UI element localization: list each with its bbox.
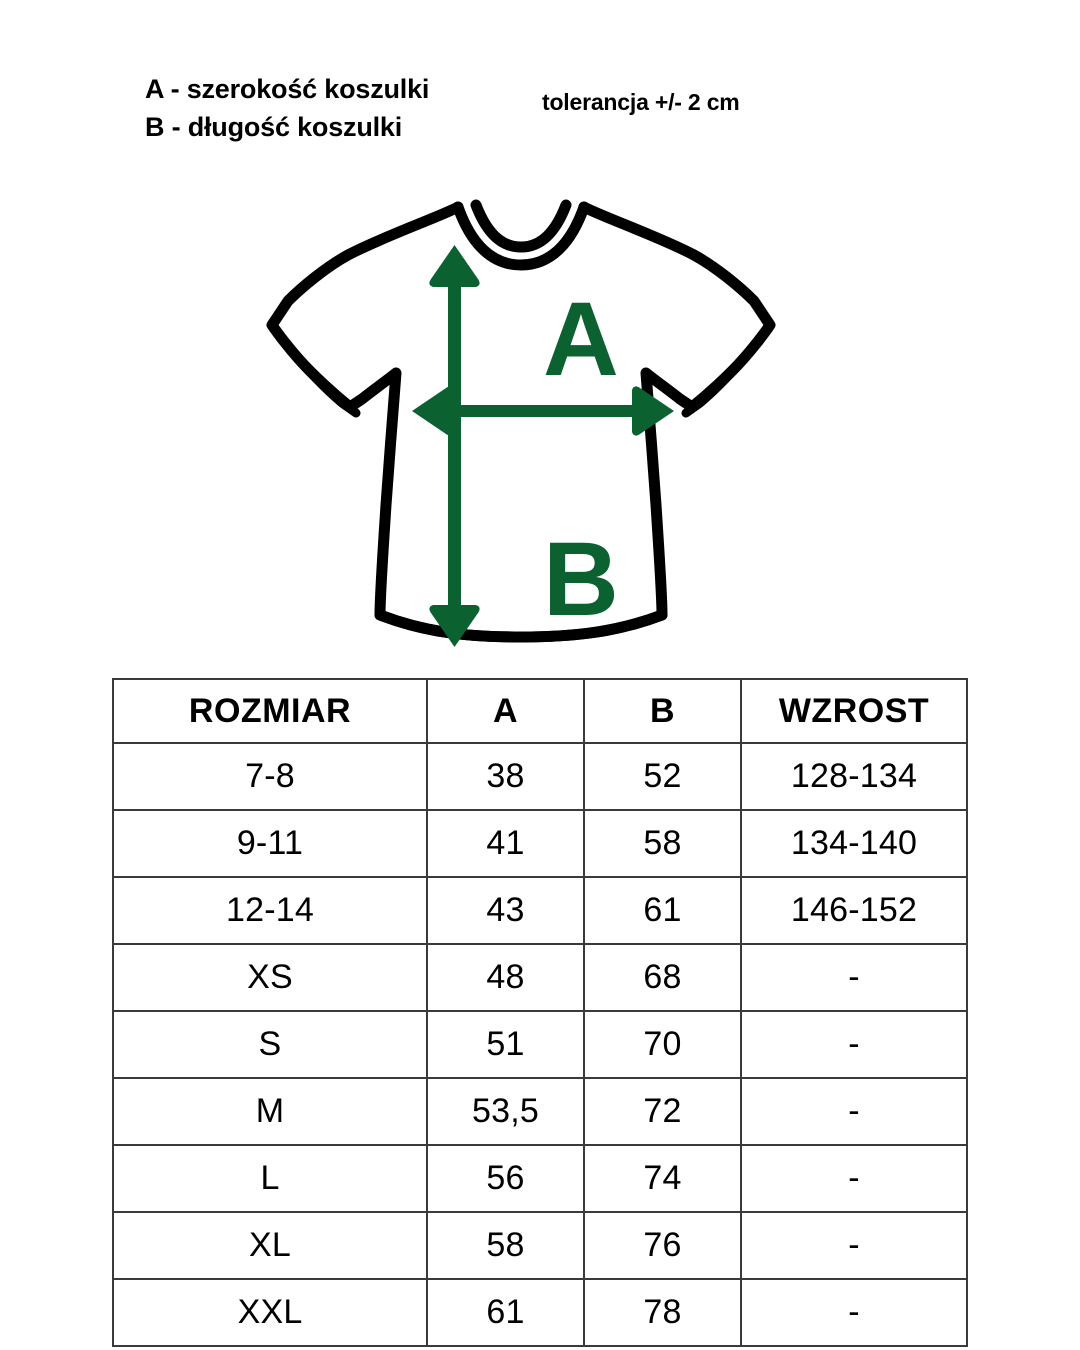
column-header-a: A <box>426 678 585 744</box>
cell-size: 9-11 <box>112 809 428 878</box>
sleeve-cuff-left-icon <box>273 328 361 418</box>
cell-size: 12-14 <box>112 876 428 945</box>
cell-height: - <box>740 943 968 1012</box>
cell-b: 70 <box>583 1010 742 1079</box>
collar-outer-icon <box>452 201 590 271</box>
sleeve-cuff-right-icon <box>681 328 769 418</box>
cell-height: 134-140 <box>740 809 968 878</box>
width-arrow-icon <box>412 386 674 436</box>
length-arrow-icon <box>429 245 480 647</box>
size-chart-table: ROZMIAR A B WZROST 7-8 38 52 128-134 9-1… <box>112 678 968 1347</box>
table-row: 12-14 43 61 146-152 <box>112 876 968 945</box>
cell-a: 58 <box>426 1211 585 1280</box>
column-header-b: B <box>583 678 742 744</box>
cell-b: 78 <box>583 1278 742 1347</box>
cell-size: XL <box>112 1211 428 1280</box>
column-header-size: ROZMIAR <box>112 678 428 744</box>
cell-a: 48 <box>426 943 585 1012</box>
cell-size: S <box>112 1010 428 1079</box>
table-row: L 56 74 - <box>112 1144 968 1213</box>
collar-inner-icon <box>470 199 572 253</box>
cell-b: 52 <box>583 742 742 811</box>
cell-size: L <box>112 1144 428 1213</box>
measurement-legend: A - szerokość koszulki B - długość koszu… <box>145 70 545 146</box>
table-header-row: ROZMIAR A B WZROST <box>112 678 968 744</box>
cell-height: - <box>740 1211 968 1280</box>
bottom-hem-icon <box>374 609 668 643</box>
cell-b: 74 <box>583 1144 742 1213</box>
cell-height: 146-152 <box>740 876 968 945</box>
cell-a: 61 <box>426 1278 585 1347</box>
legend-line-length: B - długość koszulki <box>145 112 403 142</box>
cell-a: 41 <box>426 809 585 878</box>
tolerance-note: tolerancja +/- 2 cm <box>542 89 740 115</box>
cell-b: 58 <box>583 809 742 878</box>
cell-a: 51 <box>426 1010 585 1079</box>
cell-height: - <box>740 1010 968 1079</box>
cell-a: 38 <box>426 742 585 811</box>
table-row: S 51 70 - <box>112 1010 968 1079</box>
table-row: XXL 61 78 - <box>112 1278 968 1347</box>
diagram-label-a: A <box>543 281 619 398</box>
cell-b: 68 <box>583 943 742 1012</box>
column-header-height: WZROST <box>740 678 968 744</box>
cell-height: - <box>740 1144 968 1213</box>
table-row: XL 58 76 - <box>112 1211 968 1280</box>
table-row: 9-11 41 58 134-140 <box>112 809 968 878</box>
cell-height: - <box>740 1278 968 1347</box>
cell-size: XS <box>112 943 428 1012</box>
legend-line-width: A - szerokość koszulki <box>145 74 430 104</box>
cell-a: 56 <box>426 1144 585 1213</box>
cell-height: - <box>740 1077 968 1146</box>
cell-size: XXL <box>112 1278 428 1347</box>
cell-a: 43 <box>426 876 585 945</box>
cell-b: 72 <box>583 1077 742 1146</box>
table-row: M 53,5 72 - <box>112 1077 968 1146</box>
cell-b: 76 <box>583 1211 742 1280</box>
cell-size: M <box>112 1077 428 1146</box>
cell-a: 53,5 <box>426 1077 585 1146</box>
cell-size: 7-8 <box>112 742 428 811</box>
table-row: 7-8 38 52 128-134 <box>112 742 968 811</box>
cell-height: 128-134 <box>740 742 968 811</box>
tshirt-outline-icon <box>266 201 776 643</box>
tshirt-diagram: A B <box>262 175 782 655</box>
table-row: XS 48 68 - <box>112 943 968 1012</box>
diagram-label-b: B <box>543 521 619 638</box>
cell-b: 61 <box>583 876 742 945</box>
